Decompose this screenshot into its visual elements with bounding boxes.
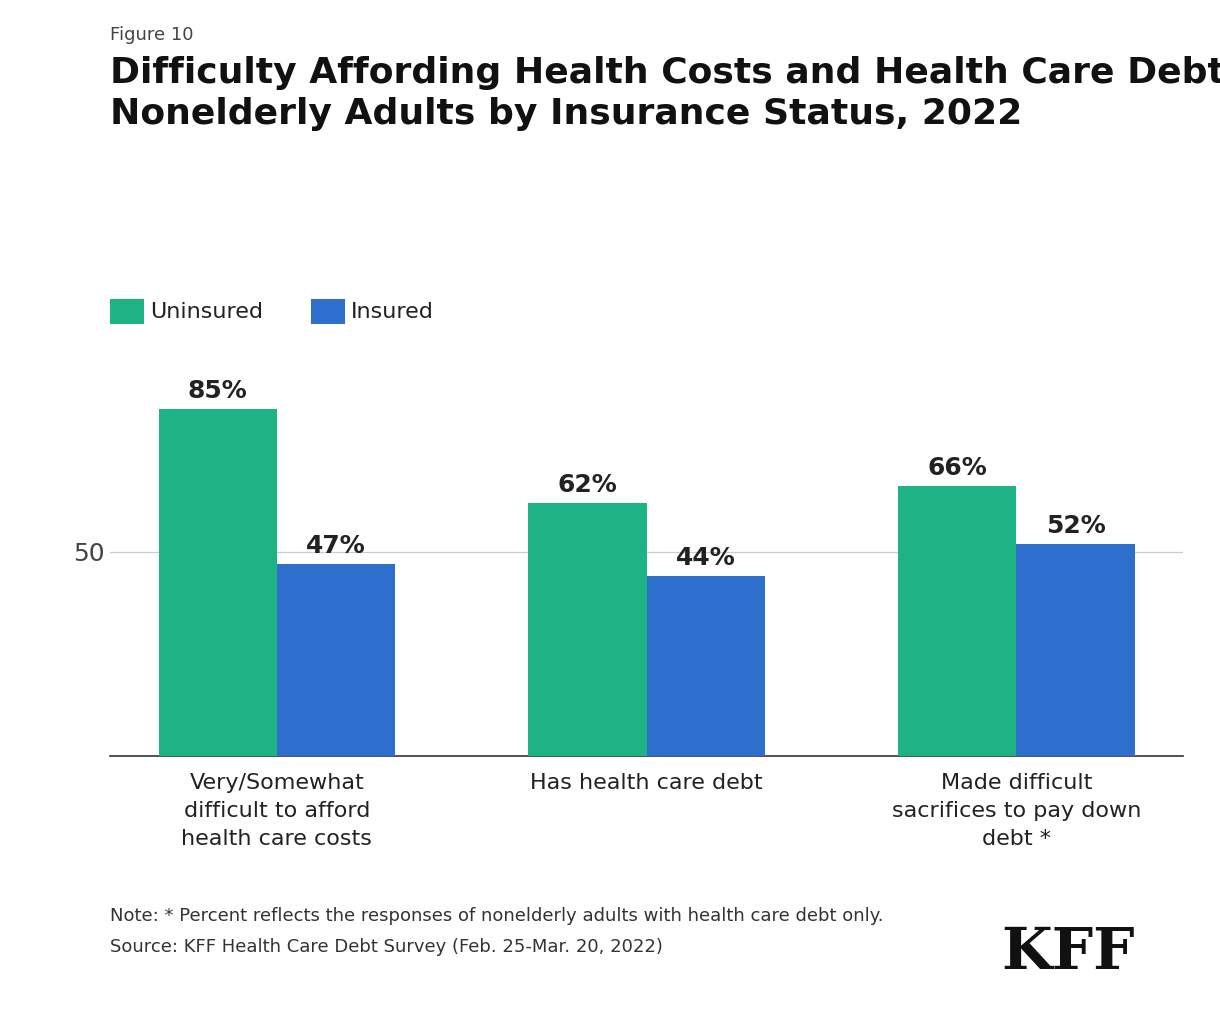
Text: Difficulty Affording Health Costs and Health Care Debt Among
Nonelderly Adults b: Difficulty Affording Health Costs and He… — [110, 56, 1220, 131]
Text: KFF: KFF — [1002, 925, 1135, 981]
Text: Uninsured: Uninsured — [150, 301, 264, 322]
Text: 66%: 66% — [927, 457, 987, 480]
Bar — [647, 576, 765, 756]
Text: Source: KFF Health Care Debt Survey (Feb. 25-Mar. 20, 2022): Source: KFF Health Care Debt Survey (Feb… — [110, 937, 662, 956]
Bar — [528, 503, 647, 756]
Text: 44%: 44% — [676, 547, 736, 570]
Text: 47%: 47% — [306, 535, 366, 558]
Bar — [159, 409, 277, 756]
Bar — [277, 564, 395, 756]
Text: Figure 10: Figure 10 — [110, 26, 193, 44]
Text: Note: * Percent reflects the responses of nonelderly adults with health care deb: Note: * Percent reflects the responses o… — [110, 907, 883, 925]
Text: Insured: Insured — [351, 301, 434, 322]
Text: 62%: 62% — [558, 473, 617, 497]
Text: 85%: 85% — [188, 379, 248, 403]
Text: 52%: 52% — [1046, 514, 1105, 538]
Bar — [898, 486, 1016, 756]
Bar — [1016, 544, 1135, 756]
